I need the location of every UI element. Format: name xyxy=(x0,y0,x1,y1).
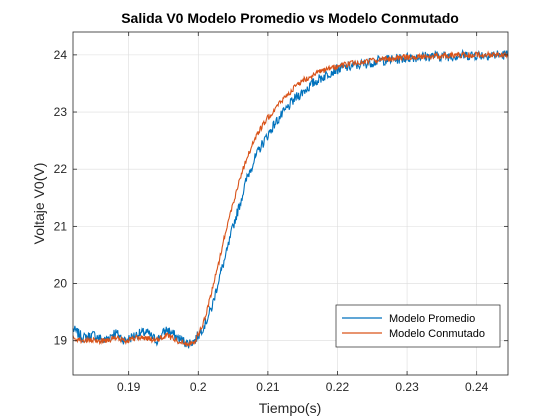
y-tick-label: 22 xyxy=(54,162,68,176)
y-tick-label: 20 xyxy=(54,277,68,291)
x-tick-label: 0.19 xyxy=(117,380,141,394)
chart-title: Salida V0 Modelo Promedio vs Modelo Conm… xyxy=(121,10,459,26)
y-tick-label: 24 xyxy=(54,48,68,62)
x-tick-label: 0.22 xyxy=(326,380,350,394)
x-tick-label: 0.24 xyxy=(465,380,489,394)
axis-ticks: 0.19 0.2 0.21 0.22 0.23 0.24 19 20 21 22 23 24 xyxy=(54,32,508,394)
y-tick-label: 23 xyxy=(54,105,68,119)
plot-border xyxy=(72,31,509,376)
series-line-0 xyxy=(72,48,509,349)
legend-entry-0: Modelo Promedio xyxy=(389,313,475,325)
x-tick-label: 0.2 xyxy=(190,380,207,394)
y-tick-label: 19 xyxy=(54,334,68,348)
x-tick-label: 0.21 xyxy=(256,380,280,394)
x-tick-label: 0.23 xyxy=(395,380,419,394)
y-axis-label: Voltaje V0(V) xyxy=(31,163,47,245)
y-tick-label: 21 xyxy=(54,219,68,233)
series-line-1 xyxy=(72,50,509,348)
legend: Modelo Promedio Modelo Conmutado xyxy=(335,304,501,348)
legend-box xyxy=(335,304,501,348)
x-axis-label: Tiempo(s) xyxy=(259,400,322,416)
series-layer xyxy=(72,48,509,349)
legend-entry-1: Modelo Conmutado xyxy=(389,328,485,340)
